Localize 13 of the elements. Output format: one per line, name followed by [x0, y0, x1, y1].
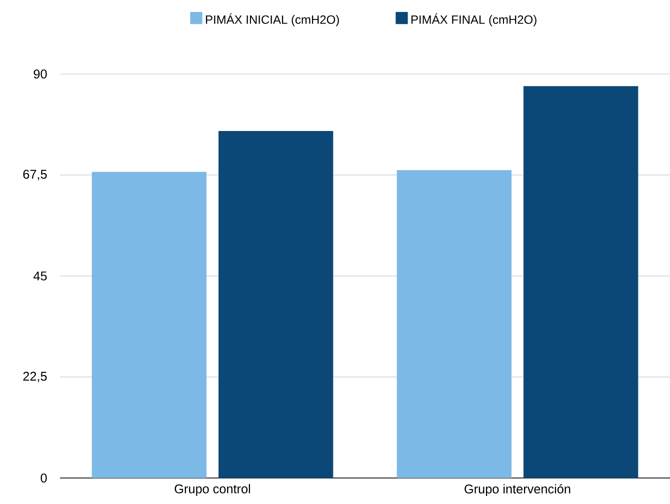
y-tick-label: 0	[40, 474, 47, 482]
bar	[396, 170, 512, 478]
y-tick-label: 22,5	[23, 372, 47, 382]
y-tick-label: 45	[33, 272, 47, 280]
x-tick-label: Grupo intervención	[464, 484, 570, 496]
x-tick-label: Grupo control	[174, 484, 250, 496]
bar	[92, 172, 207, 478]
legend-label: PIMÁX INICIAL (cmH2O)	[206, 13, 339, 26]
bar	[524, 86, 638, 478]
y-tick-label: 90	[34, 70, 47, 78]
bar	[218, 131, 334, 478]
legend-label: PIMÁX FINAL (cmH2O)	[411, 13, 536, 26]
y-tick-label: 67,5	[23, 170, 47, 180]
